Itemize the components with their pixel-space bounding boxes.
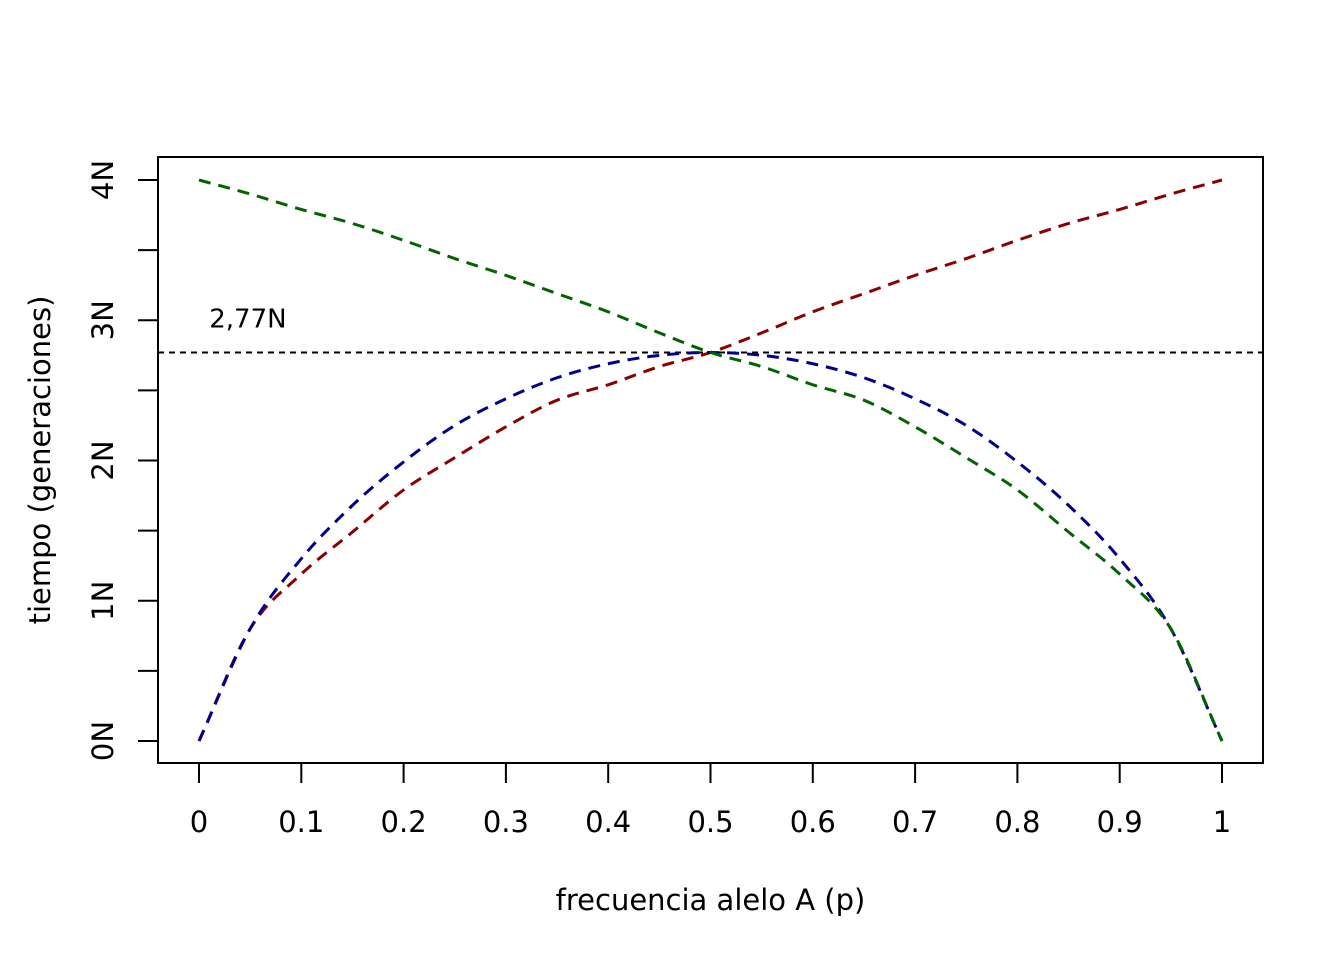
y-tick-label: 0N [86,721,120,761]
y-axis: 0N 1N 2N 3N 4N [86,160,159,761]
y-tick-label: 1N [86,581,120,621]
x-axis-title: frecuencia alelo A (p) [556,883,866,917]
annotation-label: 2,77N [209,304,286,334]
x-tick-label: 0 [190,805,208,839]
x-tick-label: 0.7 [892,805,938,839]
x-tick-label: 0.9 [1097,805,1143,839]
y-tick-label: 4N [86,160,120,200]
x-tick-label: 0.2 [381,805,427,839]
x-tick-label: 0.3 [483,805,529,839]
x-tick-label: 0.4 [585,805,631,839]
y-tick-label: 2N [86,440,120,480]
x-axis: 0 0.1 0.2 0.3 0.4 0.5 0.6 0.7 0.8 0.9 1 [190,762,1231,839]
y-axis-title: tiempo (generaciones) [23,296,57,625]
x-tick-label: 0.8 [994,805,1040,839]
y-tick-label: 3N [86,300,120,340]
x-tick-label: 1 [1213,805,1231,839]
x-tick-label: 0.1 [278,805,324,839]
x-tick-label: 0.6 [790,805,836,839]
plot-frame [157,156,1264,764]
series-line-2 [197,351,1224,742]
series-line-3 [198,178,1224,742]
series-line-1 [197,178,1223,742]
x-tick-label: 0.5 [687,805,733,839]
